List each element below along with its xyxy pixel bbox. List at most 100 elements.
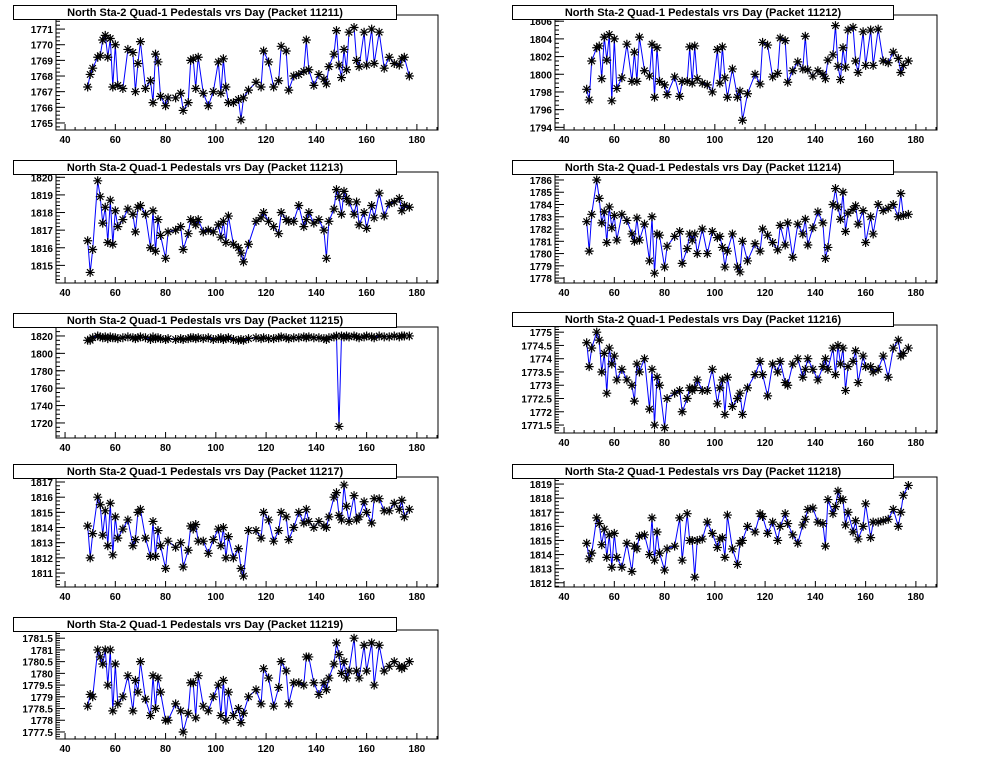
- data-point: [354, 62, 364, 72]
- data-point: [274, 682, 284, 692]
- data-point: [244, 334, 254, 344]
- y-tick-label: 1780.5: [22, 658, 53, 669]
- data-point: [319, 334, 329, 344]
- data-point: [612, 235, 622, 245]
- data-point: [118, 692, 128, 702]
- data-point: [329, 332, 339, 342]
- y-tick-label: 1817: [31, 226, 54, 237]
- x-tick-label: 60: [609, 288, 621, 299]
- data-point: [264, 57, 274, 67]
- series-line: [87, 180, 410, 273]
- data-point: [88, 692, 98, 702]
- data-point: [717, 242, 727, 252]
- data-point: [100, 202, 110, 212]
- data-point: [193, 52, 203, 62]
- data-point: [898, 211, 908, 221]
- data-point: [198, 701, 208, 711]
- data-point: [105, 33, 115, 43]
- data-point: [228, 239, 238, 249]
- x-tick-label: 40: [59, 288, 71, 299]
- data-point: [367, 638, 377, 648]
- data-point: [188, 678, 198, 688]
- data-point: [835, 214, 845, 224]
- x-tick-label: 100: [706, 288, 723, 299]
- data-point: [269, 536, 279, 546]
- data-point: [639, 66, 649, 76]
- data-point: [299, 66, 309, 76]
- data-point: [647, 212, 657, 222]
- data-point: [627, 229, 637, 239]
- data-point: [216, 232, 226, 242]
- x-tick-label: 100: [207, 443, 224, 454]
- data-point: [830, 502, 840, 512]
- data-point: [687, 78, 697, 88]
- data-point: [276, 507, 286, 517]
- data-point: [163, 227, 173, 237]
- data-point: [274, 333, 284, 343]
- data-point: [820, 74, 830, 84]
- data-point: [151, 246, 161, 256]
- data-point: [156, 91, 166, 101]
- data-point: [191, 519, 201, 529]
- data-point: [191, 84, 201, 94]
- data-point: [319, 678, 329, 688]
- data-point: [140, 84, 150, 94]
- data-point: [299, 518, 309, 528]
- x-tick-label: 80: [160, 592, 172, 603]
- data-point: [670, 72, 680, 82]
- data-point: [148, 98, 158, 108]
- data-point: [707, 226, 717, 236]
- data-point: [299, 680, 309, 690]
- data-point: [813, 66, 823, 76]
- data-point: [768, 517, 778, 527]
- data-point: [251, 685, 261, 695]
- data-point: [868, 517, 878, 527]
- data-point: [634, 235, 644, 245]
- data-point: [685, 229, 695, 239]
- data-point: [720, 552, 730, 562]
- data-point: [289, 333, 299, 343]
- y-tick-label: 1800: [31, 349, 54, 360]
- data-point: [276, 332, 286, 342]
- data-point: [384, 506, 394, 516]
- x-tick-label: 60: [609, 438, 621, 449]
- data-point: [622, 538, 632, 548]
- data-point: [768, 238, 778, 248]
- data-point: [183, 98, 193, 108]
- data-point: [244, 692, 254, 702]
- data-point: [98, 659, 108, 669]
- data-point: [763, 230, 773, 240]
- plot-frame: [55, 14, 439, 131]
- data-point: [294, 678, 304, 688]
- data-point: [329, 204, 339, 214]
- data-point: [213, 334, 223, 344]
- data-point: [617, 209, 627, 219]
- data-point: [331, 638, 341, 648]
- data-point: [274, 76, 284, 86]
- y-tick-label: 1800: [530, 70, 553, 81]
- y-tick-label: 1796: [530, 106, 553, 117]
- data-point: [100, 30, 110, 40]
- y-tick-label: 1819: [530, 480, 553, 491]
- data-point: [223, 211, 233, 221]
- data-point: [369, 333, 379, 343]
- y-tick-label: 1781.5: [22, 634, 53, 645]
- data-point: [833, 61, 843, 71]
- plot-title: North Sta-2 Quad-1 Pedestals vrs Day (Pa…: [512, 464, 894, 479]
- data-point: [660, 423, 670, 433]
- data-point: [334, 60, 344, 70]
- data-point: [660, 80, 670, 90]
- data-point: [100, 506, 110, 516]
- data-point: [314, 215, 324, 225]
- data-point: [750, 370, 760, 380]
- data-point: [602, 238, 612, 248]
- data-point: [259, 208, 269, 218]
- data-point: [103, 237, 113, 247]
- data-point: [110, 659, 120, 669]
- data-point: [344, 27, 354, 37]
- data-point: [813, 517, 823, 527]
- data-point: [281, 46, 291, 56]
- data-point: [843, 507, 853, 517]
- data-point: [715, 534, 725, 544]
- data-point: [374, 188, 384, 198]
